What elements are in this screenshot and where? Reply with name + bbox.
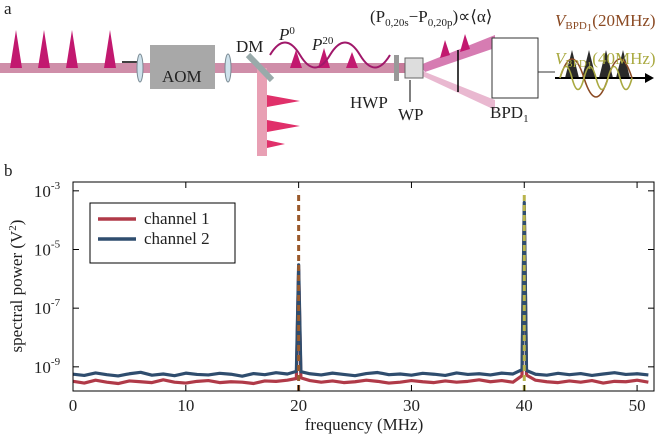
p: P (278, 25, 289, 44)
bpd: BPD (490, 103, 523, 122)
bpd-sub: 1 (523, 113, 529, 125)
x-tick-label: 40 (516, 396, 533, 415)
series-line (72, 204, 649, 386)
x-axis-label: frequency (MHz) (305, 415, 423, 434)
x-tick-label: 0 (69, 396, 78, 415)
yl2: ) (7, 220, 26, 226)
wollaston-prism (404, 57, 424, 79)
legend-label: channel 2 (144, 229, 210, 248)
envelope (269, 41, 391, 69)
x-tick-label: 20 (290, 396, 307, 415)
tick-base: 10 (34, 182, 51, 201)
series-line (72, 200, 649, 378)
p: P (311, 35, 322, 54)
v-freq: (20MHz) (592, 11, 655, 30)
aom-label: AOM (162, 67, 202, 86)
yl0: spectral power (V (7, 230, 26, 353)
y-tick-label: 10-9 (34, 356, 61, 377)
yl1: 2 (7, 225, 19, 231)
f3: 0,20p (428, 17, 453, 29)
hwp-label: HWP (350, 93, 388, 112)
v20-label: VBPD1(20MHz) (555, 11, 656, 34)
p20-label: P20 (311, 35, 334, 54)
beam-down (257, 68, 267, 156)
f2: −P (409, 7, 428, 26)
x-tick-label: 10 (177, 396, 194, 415)
dm-label: DM (236, 37, 263, 56)
v-subsub: 1 (587, 60, 593, 72)
setup-diagram (0, 30, 654, 156)
formula: (P0,20s−P0,20p)∝⟨α⟩ (370, 7, 492, 29)
x-tick-label: 50 (629, 396, 646, 415)
wave-20 (559, 58, 633, 98)
panel-label: a (4, 0, 12, 18)
wp-label: WP (398, 105, 424, 124)
y-tick-label: 10-7 (34, 297, 61, 318)
lens (224, 53, 232, 83)
v-freq: (40MHz) (592, 49, 655, 68)
v-sub: BPD (565, 20, 586, 32)
plot-frame (72, 181, 655, 392)
v-subsub: 1 (587, 22, 593, 34)
lens (136, 53, 144, 83)
tick-base: 10 (34, 358, 51, 377)
y-axis-label: spectral power (V2) (7, 220, 26, 353)
bpd-label: BPD1 (490, 103, 529, 125)
half-wave-plate (394, 55, 399, 81)
tick-exponent: -9 (51, 356, 61, 368)
detector-box (491, 37, 539, 99)
p-sub: 0 (289, 25, 295, 37)
tick-exponent: -3 (51, 180, 61, 192)
y-tick-label: 10-5 (34, 238, 61, 259)
tick-base: 10 (34, 299, 51, 318)
arrowhead (645, 73, 654, 83)
tick-exponent: -5 (51, 238, 61, 250)
x-tick-label: 30 (403, 396, 420, 415)
p0-label: P0 (278, 25, 295, 44)
tick-exponent: -7 (51, 297, 61, 309)
y-tick-label: 10-3 (34, 180, 61, 201)
v-sub: BPD (565, 58, 586, 70)
p-sub: 20 (322, 35, 334, 47)
v: V (555, 49, 568, 68)
legend-label: channel 1 (144, 209, 210, 228)
legend-box (89, 202, 236, 264)
dichroic-mirror (245, 52, 275, 83)
pulses (10, 30, 470, 148)
tick-base: 10 (34, 240, 51, 259)
f4: )∝⟨α⟩ (452, 7, 492, 26)
aom-box (150, 45, 215, 89)
v: V (555, 11, 568, 30)
panel-label: b (4, 161, 13, 180)
wave-40 (559, 65, 633, 91)
v40-label: VBPD1(40MHz) (555, 49, 656, 72)
f0: (P (370, 7, 385, 26)
f1: 0,20s (385, 17, 409, 29)
